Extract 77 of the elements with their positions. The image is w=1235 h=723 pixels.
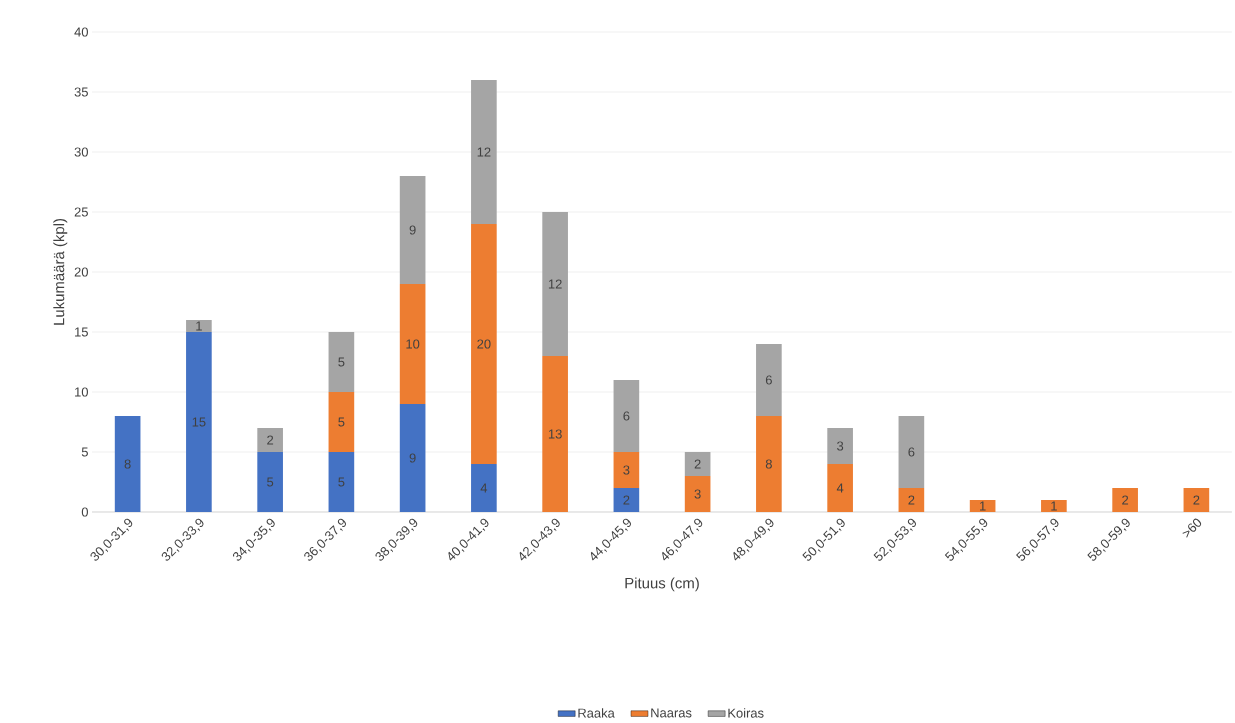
data-label: 12	[477, 147, 491, 157]
data-label: 1	[196, 321, 202, 331]
bar	[613, 379, 640, 452]
bar	[186, 319, 212, 332]
data-label: 2	[908, 495, 915, 505]
data-label: 6	[765, 375, 772, 385]
data-label: 2	[623, 495, 630, 505]
data-label: 5	[267, 477, 274, 487]
bar	[898, 487, 925, 512]
data-label: 2	[694, 459, 701, 469]
bar	[969, 499, 996, 512]
bar	[186, 331, 212, 512]
data-label: 9	[409, 225, 416, 235]
bar	[399, 403, 426, 512]
y-tick-label: 0	[81, 507, 88, 517]
y-tick-label: 10	[75, 387, 88, 397]
data-label: 15	[192, 417, 206, 427]
bar	[1041, 499, 1067, 512]
data-label: 12	[548, 279, 562, 289]
data-label: 13	[548, 429, 562, 439]
bar	[827, 463, 853, 512]
data-label: 4	[480, 483, 488, 493]
bar	[328, 331, 355, 392]
data-label: 3	[837, 441, 844, 451]
y-tick-label: 15	[75, 327, 88, 337]
bar	[613, 487, 640, 512]
legend-label: Raaka	[578, 708, 615, 718]
bar	[827, 427, 853, 464]
y-tick-label: 35	[74, 87, 88, 97]
data-label: 8	[124, 459, 131, 469]
data-label: 2	[1122, 495, 1129, 505]
data-label: 3	[694, 489, 701, 499]
data-label: 2	[267, 435, 274, 445]
bar	[257, 451, 283, 512]
data-label: 4	[836, 483, 844, 493]
data-label: 1	[980, 501, 986, 511]
y-tick-label: 20	[74, 267, 88, 277]
bar	[471, 463, 497, 512]
x-axis-title: Pituus (cm)	[625, 577, 699, 592]
bar	[898, 415, 925, 488]
bar	[613, 451, 640, 488]
bar	[684, 451, 711, 476]
bar	[328, 451, 355, 512]
y-axis-title: Lukumäärä (kpl)	[53, 218, 68, 325]
y-tick-label: 30	[74, 147, 88, 157]
data-label: 3	[623, 465, 630, 475]
data-label: 8	[765, 459, 772, 469]
data-label: 1	[1051, 501, 1057, 511]
legend-label: Naaras	[651, 708, 692, 718]
data-label: 2	[1193, 495, 1200, 505]
data-label: 20	[477, 339, 491, 349]
y-tick-label: 5	[81, 447, 88, 457]
bar	[542, 355, 568, 512]
bar	[328, 391, 355, 452]
bar	[542, 211, 568, 356]
y-tick-label: 25	[74, 207, 88, 217]
bar	[399, 283, 426, 404]
data-label: 10	[406, 339, 420, 349]
y-tick-label: 40	[74, 27, 88, 37]
data-label: 6	[908, 447, 915, 457]
bar	[1183, 487, 1210, 512]
x-tick-label: >60	[1182, 518, 1202, 538]
bar	[756, 343, 782, 416]
bar	[1112, 487, 1138, 512]
data-label: 9	[409, 453, 416, 463]
bar	[684, 475, 711, 512]
bar	[114, 415, 141, 512]
bar	[257, 427, 283, 452]
data-label: 5	[338, 477, 345, 487]
legend-label: Koiras	[728, 708, 764, 718]
bar	[471, 79, 497, 224]
bar	[471, 223, 497, 464]
data-label: 5	[338, 357, 345, 367]
data-label: 5	[338, 417, 345, 427]
data-label: 6	[623, 411, 630, 421]
bar	[399, 175, 426, 284]
bar	[756, 415, 782, 512]
